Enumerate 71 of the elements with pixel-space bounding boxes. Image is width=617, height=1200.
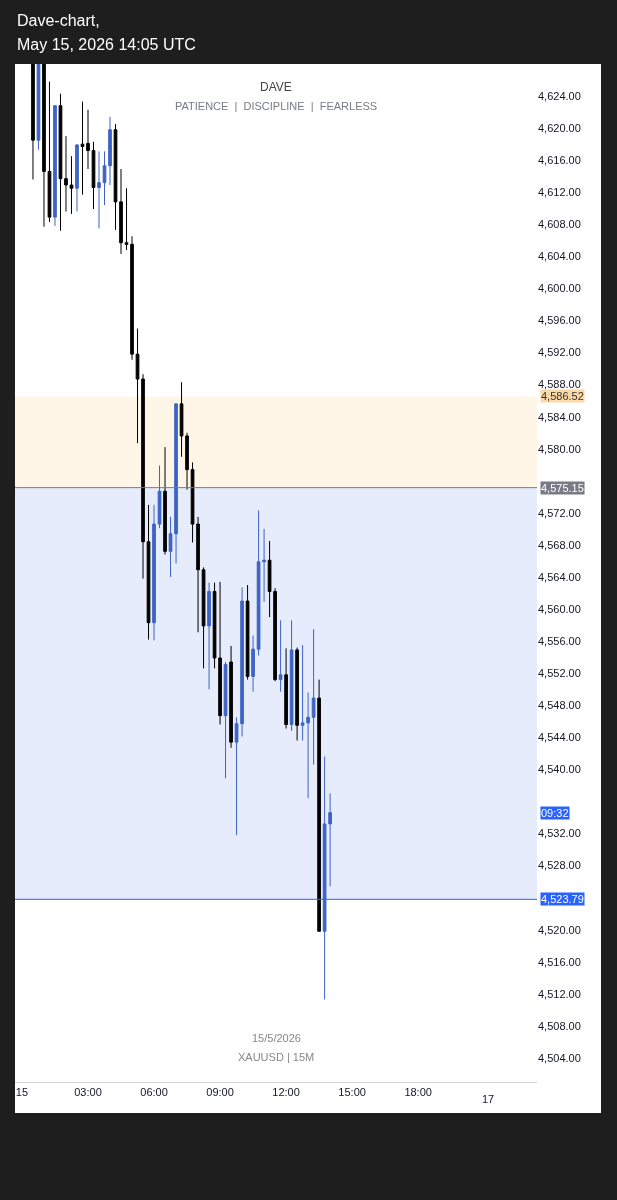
candlestick: [245, 584, 250, 681]
text: 09:32: [541, 807, 569, 819]
candlestick: [223, 661, 228, 779]
y-tick-label: 4,580.00: [538, 442, 581, 455]
y-tick-label: 4,568.00: [538, 538, 581, 551]
annotation: XAUUSD | 15M: [238, 1051, 315, 1063]
y-tick-label: 4,520.00: [538, 923, 581, 936]
candlestick: [251, 635, 255, 693]
chart-subtitle: May 15, 2026 14:05 UTC: [17, 36, 196, 53]
x-tick-label: 06:00: [140, 1086, 168, 1099]
y-tick-label: 4,620.00: [538, 121, 581, 134]
candlestick: [201, 566, 206, 669]
candlestick: [311, 628, 316, 766]
ref-line-label: 4,523.79: [541, 893, 584, 905]
y-tick-label: 4,508.00: [538, 1019, 581, 1032]
y-tick-label: 4,548.00: [538, 699, 581, 712]
y-tick-label: 4,560.00: [538, 602, 581, 615]
y-tick-label: 4,540.00: [538, 763, 581, 776]
y-tick-label: 4,528.00: [538, 859, 581, 872]
annotation: DAVE: [260, 80, 292, 94]
y-tick-label: 4,604.00: [538, 250, 581, 263]
y-tick-label: 4,600.00: [538, 282, 581, 295]
candlestick: [31, 64, 35, 180]
x-tick-label: 18:00: [404, 1086, 432, 1099]
annotation: 15/5/2026: [252, 1032, 301, 1044]
candlestick: [86, 109, 90, 170]
candlestick: [289, 619, 294, 732]
y-tick-label: 4,584.00: [538, 410, 581, 423]
y-tick-label: 4,504.00: [538, 1051, 581, 1064]
annotation: PATIENCE | DISCIPLINE | FEARLESS: [175, 100, 378, 112]
candlestick: [295, 647, 299, 742]
y-tick-label: 4,624.00: [538, 89, 581, 102]
x-tick-label: 15:00: [338, 1086, 366, 1099]
y-tick-label: 4,592.00: [538, 346, 581, 359]
y-tick-label: 4,596.00: [538, 314, 581, 327]
x-tick-label: 09:00: [206, 1086, 234, 1099]
candlestick: [152, 504, 156, 641]
y-tick-label: 4,556.00: [538, 634, 581, 647]
candlestick: [317, 679, 321, 932]
x-tick-label: 12:00: [272, 1086, 300, 1099]
text: 17: [482, 1093, 495, 1105]
y-tick-label: 4,612.00: [538, 186, 581, 199]
candlestick: [157, 465, 162, 529]
chart-title: Dave-chart,: [17, 12, 100, 29]
candlestick: [80, 101, 85, 196]
y-tick-label: 4,512.00: [538, 987, 581, 1000]
candlestick: [91, 141, 96, 210]
candlestick: [53, 105, 57, 227]
y-tick-label: 4,544.00: [538, 731, 581, 744]
y-tick-label: 4,552.00: [538, 667, 581, 680]
y-tick-label: 4,532.00: [538, 827, 581, 840]
y-tick-label: 4,588.00: [538, 378, 581, 391]
candlestick: [229, 645, 233, 749]
candlestick: [207, 582, 211, 690]
candlestick: [75, 143, 79, 212]
y-tick-label: 4,616.00: [538, 154, 581, 167]
y-tick-label: 4,516.00: [538, 955, 581, 968]
x-tick-label: 15: [15, 1086, 29, 1099]
band-label: 4,586.52: [541, 390, 584, 402]
candlestick: [97, 150, 101, 229]
candlestick: [278, 619, 283, 693]
candlestick: [58, 93, 63, 232]
x-tick-label: 03:00: [74, 1086, 102, 1099]
candlestick: [146, 504, 151, 641]
y-tick-label: 4,572.00: [538, 506, 581, 519]
y-tick-label: 4,608.00: [538, 218, 581, 231]
candlestick: [284, 647, 288, 730]
y-tick-label: 4,564.00: [538, 570, 581, 583]
candlestick: [163, 446, 167, 556]
candlestick: [36, 64, 41, 151]
ref-line-label: 4,575.15: [541, 482, 584, 494]
